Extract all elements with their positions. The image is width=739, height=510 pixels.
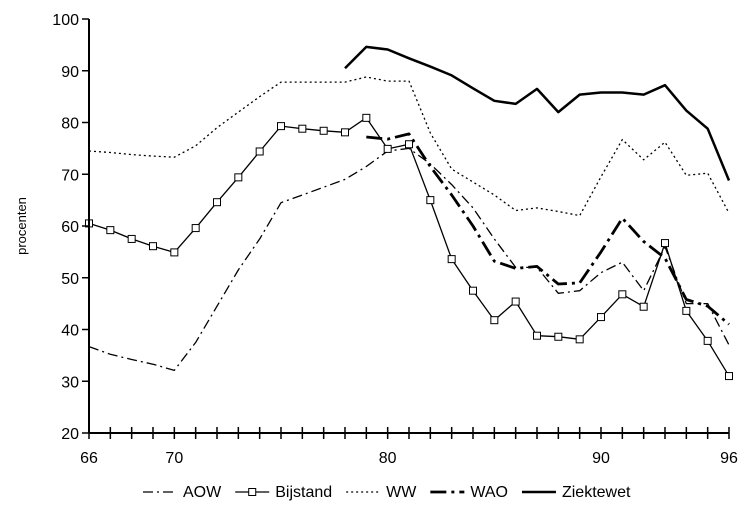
series-line-wao xyxy=(366,134,729,324)
data-point-bijstand xyxy=(406,141,413,148)
legend-label: WAO xyxy=(470,484,508,501)
y-tick-label: 20 xyxy=(61,426,79,443)
data-point-bijstand xyxy=(640,303,647,310)
data-point-bijstand xyxy=(299,125,306,132)
y-tick-label: 80 xyxy=(61,116,79,133)
data-point-bijstand xyxy=(214,199,221,206)
data-point-bijstand xyxy=(235,174,242,181)
y-tick-label: 70 xyxy=(61,167,79,184)
data-point-bijstand xyxy=(171,249,178,256)
data-point-bijstand xyxy=(427,197,434,204)
data-point-bijstand xyxy=(384,145,391,152)
axis-ticks: 20 30 40 50 60 70 80 90 100 66 70 80 90 96 xyxy=(52,12,738,467)
x-tick-label: 70 xyxy=(165,450,183,467)
legend-item-ww: WW xyxy=(346,484,417,501)
data-point-bijstand xyxy=(491,317,498,324)
data-point-bijstand xyxy=(726,373,733,380)
data-point-bijstand xyxy=(704,337,711,344)
data-point-bijstand xyxy=(256,148,263,155)
series-line-aow xyxy=(89,148,729,370)
x-tick-label: 66 xyxy=(80,450,98,467)
data-point-bijstand xyxy=(150,243,157,250)
x-tick-label: 80 xyxy=(379,450,397,467)
y-tick-label: 50 xyxy=(61,271,79,288)
legend-item-ziektewet: Ziektewet xyxy=(522,484,631,501)
x-tick-label: 96 xyxy=(720,450,738,467)
series-line-ziektewet xyxy=(345,47,729,181)
data-point-bijstand xyxy=(598,314,605,321)
series-line-bijstand xyxy=(89,118,729,376)
data-point-bijstand xyxy=(278,123,285,130)
data-point-bijstand xyxy=(320,127,327,134)
y-axis-title: procenten xyxy=(14,197,29,255)
legend-label: WW xyxy=(386,484,417,501)
legend-marker xyxy=(249,489,256,496)
plot-area xyxy=(86,47,733,380)
legend-label: Bijstand xyxy=(275,484,332,501)
legend-label: Ziektewet xyxy=(562,484,631,501)
legend-item-bijstand: Bijstand xyxy=(235,484,332,501)
data-point-bijstand xyxy=(107,227,114,234)
data-point-bijstand xyxy=(619,291,626,298)
data-point-bijstand xyxy=(534,332,541,339)
legend: AOW Bijstand WW WAO Ziektewet xyxy=(143,484,631,501)
data-point-bijstand xyxy=(192,225,199,232)
data-point-bijstand xyxy=(342,129,349,136)
legend-label: AOW xyxy=(183,484,222,501)
y-tick-label: 40 xyxy=(61,323,79,340)
y-tick-label: 30 xyxy=(61,374,79,391)
legend-item-aow: AOW xyxy=(143,484,222,501)
y-tick-label: 60 xyxy=(61,219,79,236)
x-tick-label: 90 xyxy=(592,450,610,467)
data-point-bijstand xyxy=(448,256,455,263)
data-point-bijstand xyxy=(555,333,562,340)
data-point-bijstand xyxy=(576,336,583,343)
data-point-bijstand xyxy=(470,287,477,294)
data-point-bijstand xyxy=(128,235,135,242)
data-point-bijstand xyxy=(662,240,669,247)
y-tick-label: 100 xyxy=(52,12,79,29)
legend-item-wao: WAO xyxy=(430,484,508,501)
data-point-bijstand xyxy=(512,298,519,305)
y-tick-label: 90 xyxy=(61,64,79,81)
data-point-bijstand xyxy=(363,114,370,121)
data-point-bijstand xyxy=(683,307,690,314)
